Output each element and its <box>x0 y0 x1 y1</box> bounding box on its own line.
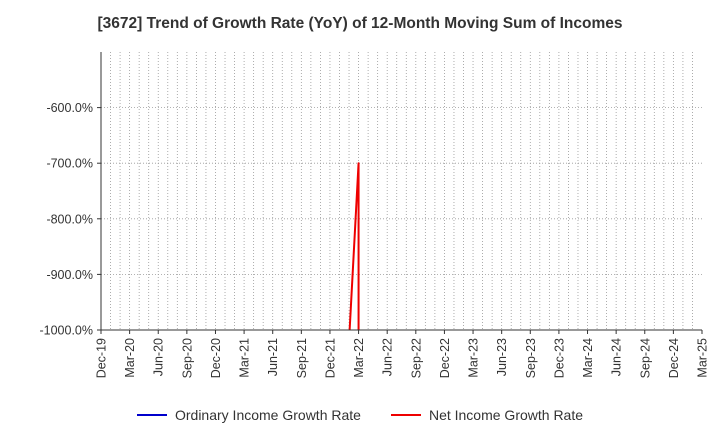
legend-swatch-net-income <box>390 414 421 416</box>
y-tick-label: -600.0% <box>46 101 93 115</box>
y-tick-labels: -1000.0% -900.0% -800.0% -700.0% -600.0% <box>39 101 101 338</box>
x-tick-label: Jun-22 <box>381 338 395 376</box>
legend-item-ordinary-income: Ordinary Income Growth Rate <box>136 407 361 423</box>
x-tick-label: Sep-23 <box>524 338 538 378</box>
x-tick-label: Dec-23 <box>552 338 566 378</box>
y-tick-label: -800.0% <box>46 212 93 226</box>
x-tick-label: Jun-20 <box>152 338 166 376</box>
x-tick-label: Mar-21 <box>238 338 252 378</box>
x-tick-label: Mar-23 <box>467 338 481 378</box>
axes <box>100 52 702 331</box>
x-tick-label: Dec-19 <box>95 338 109 378</box>
y-tick-label: -1000.0% <box>39 324 93 338</box>
x-tick-label: Dec-24 <box>667 338 681 378</box>
grid-lines <box>101 52 702 330</box>
x-tick-label: Dec-22 <box>438 338 452 378</box>
x-tick-label: Mar-22 <box>352 338 366 378</box>
x-tick-label: Sep-24 <box>638 338 652 378</box>
series-lines <box>348 162 360 330</box>
x-tick-label: Mar-20 <box>123 338 137 378</box>
x-tick-labels: Dec-19 Mar-20 Jun-20 Sep-20 Dec-20 Mar-21 Jun-… <box>95 330 710 378</box>
x-tick-label: Dec-20 <box>209 338 223 378</box>
series-line-net-income <box>348 162 360 330</box>
x-tick-label: Sep-20 <box>180 338 194 378</box>
x-tick-label: Jun-21 <box>266 338 280 376</box>
x-tick-label: Dec-21 <box>323 338 337 378</box>
plot-area <box>101 52 702 330</box>
x-tick-label: Jun-23 <box>495 338 509 376</box>
legend-label-net-income: Net Income Growth Rate <box>428 407 584 423</box>
legend-label-ordinary-income: Ordinary Income Growth Rate <box>174 407 361 423</box>
x-tick-label: Mar-25 <box>696 338 710 378</box>
x-tick-label: Sep-22 <box>409 338 423 378</box>
y-tick-label: -900.0% <box>46 268 93 282</box>
x-tick-label: Mar-24 <box>581 338 595 378</box>
x-tick-label: Jun-24 <box>610 338 624 376</box>
y-tick-label: -700.0% <box>46 157 93 171</box>
x-tick-label: Sep-21 <box>295 338 309 378</box>
legend-swatch-ordinary-income <box>136 414 167 416</box>
legend-item-net-income: Net Income Growth Rate <box>390 407 584 423</box>
legend: Ordinary Income Growth Rate Net Income G… <box>0 404 720 426</box>
chart-title: [3672] Trend of Growth Rate (YoY) of 12-… <box>97 15 623 32</box>
